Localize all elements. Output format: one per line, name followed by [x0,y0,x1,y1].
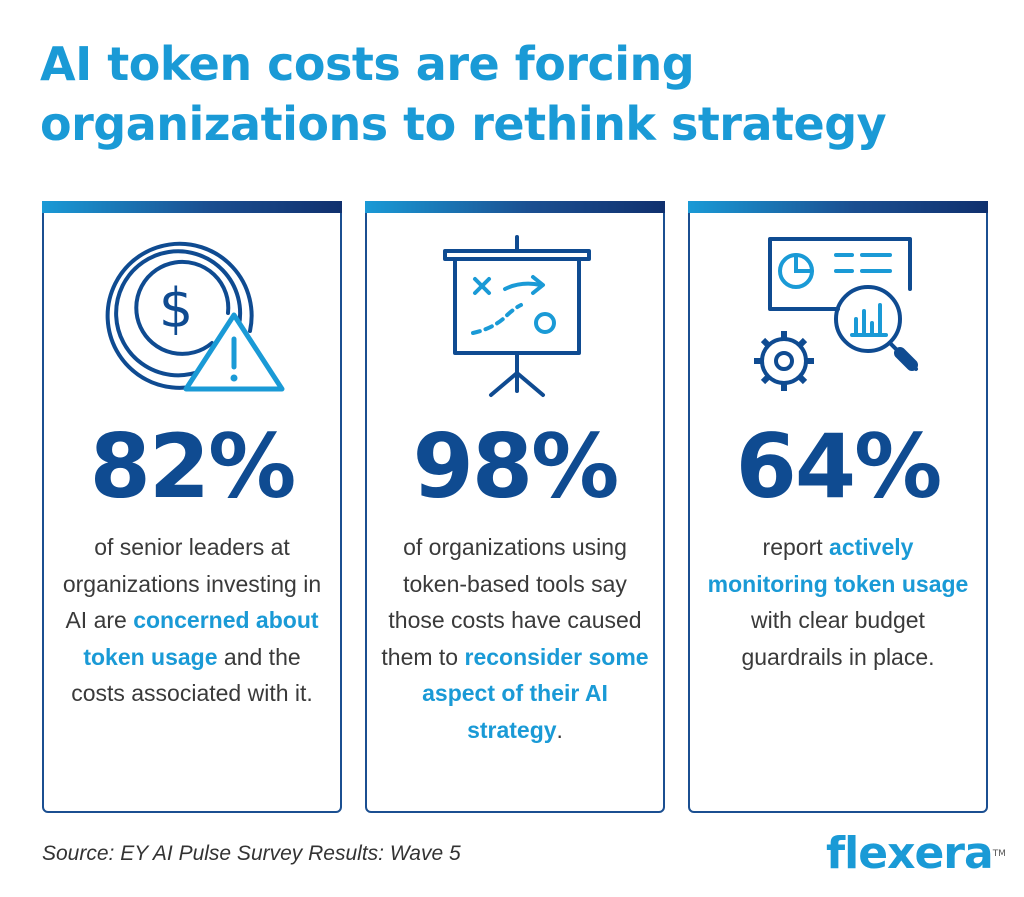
card-top-bar [688,201,988,213]
desc-text: . [556,716,563,743]
dashboard-magnifier-gear-icon [754,237,918,391]
desc-text: of organizations using token-based tools… [381,534,642,670]
stat-description: of organizations using token-based tools… [381,529,649,748]
svg-text:$: $ [159,277,193,340]
flexera-logo: flexeraTM [826,826,1006,882]
title-line-2: organizations to rethink strategy [40,97,887,151]
desc-text: with clear budget guardrails in place. [741,607,935,670]
stat-description: of senior leaders at organizations inves… [58,529,326,712]
desc-text: of senior leaders at organizations inves… [62,534,322,633]
logo-text: flexera [826,828,994,879]
desc-text: report [762,534,830,560]
trademark-mark: TM [992,849,1006,859]
card-top-bar [365,201,665,213]
source-citation: Source: EY AI Pulse Survey Results: Wave… [42,842,461,865]
desc-highlight: reconsider some aspect of their AI strat… [422,643,649,743]
desc-highlight: actively monitoring token usage [707,534,969,597]
desc-highlight: concerned about token usage [83,607,319,670]
stat-card-1: $ 82% of senior leaders at organizations… [42,201,342,813]
stat-card-3: 64% report actively monitoring token usa… [688,201,988,813]
stat-value: 98% [412,415,620,518]
page-title: AI token costs are forcing organizations… [40,34,1000,154]
dollar-coin-warning-icon: $ [105,241,285,392]
stat-value: 82% [89,415,297,518]
card-top-bar [42,201,342,213]
stat-card-2: 98% of organizations using token-based t… [365,201,665,813]
title-line-1: AI token costs are forcing [40,37,695,91]
strategy-presentation-board-icon [443,235,591,397]
desc-text: and the costs associated with it. [71,643,313,707]
stat-description: report actively monitoring token usage w… [704,529,972,675]
stat-value: 64% [735,415,943,518]
